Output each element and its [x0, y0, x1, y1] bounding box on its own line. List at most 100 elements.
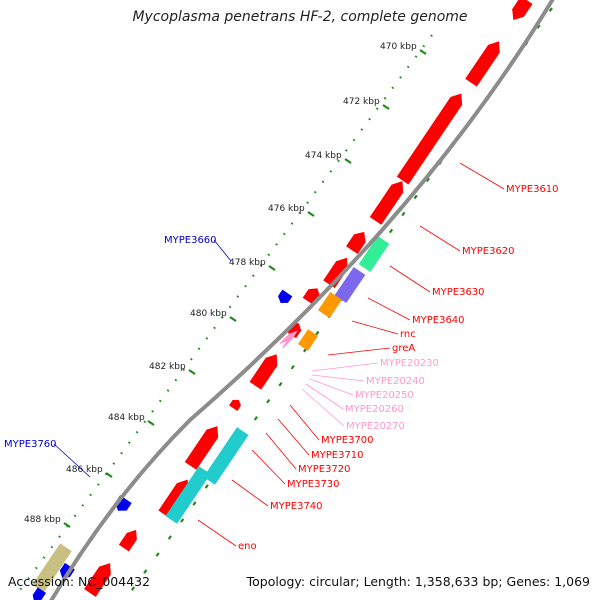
gene-feature [158, 479, 189, 519]
gene-label: rnc [400, 329, 416, 340]
genome-backbone [49, 0, 555, 600]
gc-dot [27, 577, 30, 580]
gc-dot [197, 347, 201, 351]
gc-dot [112, 462, 116, 465]
label-leader-line [305, 383, 344, 410]
gc-dot [220, 316, 224, 319]
gc-dot [290, 364, 295, 370]
label-leader-line [311, 374, 365, 382]
gene-feature [118, 529, 137, 552]
gene-feature [229, 399, 241, 411]
tick-label: 484 kbp [108, 413, 145, 423]
gc-dot [275, 243, 278, 246]
label-leader-line [351, 320, 399, 335]
gc-dot [422, 44, 426, 48]
tick-label: 478 kbp [229, 258, 266, 268]
tick-mark [307, 211, 315, 217]
gene-feature [32, 587, 47, 600]
gc-dot [155, 552, 160, 557]
gc-dot [96, 483, 100, 486]
gene-feature [396, 93, 463, 185]
tick-label: 486 kbp [66, 465, 103, 475]
gc-dot [58, 535, 61, 538]
gene-feature [278, 289, 293, 303]
gc-dot [143, 569, 148, 574]
gene-feature [334, 266, 366, 304]
gene-label: MYPE20270 [346, 421, 405, 432]
gc-dot [352, 138, 356, 142]
accession-text: Accession: NC_004432 [8, 574, 151, 589]
label-leader-line [367, 297, 411, 321]
gene-feature [323, 257, 348, 289]
gc-dot [167, 535, 172, 540]
gc-dot [548, 7, 553, 12]
gc-dot [158, 399, 162, 403]
topology-text: Topology: circular; Length: 1,358,633 bp… [246, 574, 590, 589]
tick-mark [105, 472, 113, 478]
label-leader-line [277, 418, 310, 456]
gc-dot [344, 149, 348, 152]
gc-dot [182, 368, 185, 371]
gene-feature [358, 235, 390, 273]
gene-label: MYPE3760 [4, 439, 57, 450]
gc-dot [399, 76, 402, 79]
tick-mark [188, 369, 196, 375]
tick-label: 474 kbp [305, 151, 342, 161]
gc-dot [383, 96, 387, 100]
gene-labels: MYPE3610 MYPE3620 MYPE3630 MYPE3640 rnc greA M… [4, 162, 559, 552]
gene-label: MYPE20230 [380, 358, 439, 369]
gc-dot [174, 378, 178, 382]
label-leader-line [265, 432, 297, 470]
gc-dot [430, 34, 433, 37]
gene-feature [369, 181, 404, 225]
gc-dot [368, 117, 371, 121]
gc-dot [313, 190, 317, 194]
gc-dot [391, 86, 395, 90]
tick-mark [147, 420, 155, 426]
feature-track [32, 0, 533, 600]
gc-dot [425, 177, 431, 183]
gc-dot [19, 587, 23, 591]
gc-dot [189, 357, 193, 361]
gene-feature [465, 41, 500, 87]
label-leader-line [197, 519, 237, 547]
tick-mark [229, 316, 237, 322]
gene-feature [249, 354, 278, 390]
tick-label: 482 kbp [149, 362, 186, 372]
gene-label: MYPE3660 [164, 235, 217, 246]
gene-label: MYPE3730 [287, 479, 340, 490]
gene-feature [59, 562, 75, 578]
map-title: Mycoplasma penetrans HF-2, complete geno… [132, 9, 468, 25]
gc-dot [228, 305, 232, 309]
tick-mark [268, 265, 276, 271]
gc-dot [266, 399, 271, 404]
gc-dot [89, 493, 92, 497]
gc-dot [278, 381, 283, 387]
gc-dot [130, 586, 136, 591]
label-leader-line [309, 378, 354, 396]
tick-labels: 470 kbp 472 kbp 474 kbp 476 kbp 478 kbp 480 k… [24, 42, 427, 528]
tick-label: 480 kbp [190, 309, 227, 319]
gene-feature [318, 291, 342, 319]
tick-mark [344, 158, 352, 164]
tick-mark [382, 104, 390, 110]
gene-label: MYPE3640 [412, 315, 465, 326]
gene-feature [32, 543, 72, 593]
gene-label: MYPE3740 [270, 501, 323, 512]
tick-label: 488 kbp [24, 515, 61, 525]
gene-feature [165, 466, 211, 524]
gc-dot [34, 566, 38, 570]
gc-dot [406, 65, 410, 69]
gc-dot [536, 24, 541, 29]
label-leader-line [389, 265, 431, 293]
label-leader-line [53, 443, 91, 478]
gene-feature [512, 0, 533, 20]
gc-dot [375, 107, 379, 111]
gc-dot [414, 55, 418, 58]
gc-dot [135, 430, 139, 434]
gene-label: MYPE20240 [366, 376, 425, 387]
tick-mark [419, 49, 427, 55]
gc-dot [120, 451, 123, 455]
gc-dot [50, 545, 54, 549]
gc-dot [236, 295, 240, 298]
